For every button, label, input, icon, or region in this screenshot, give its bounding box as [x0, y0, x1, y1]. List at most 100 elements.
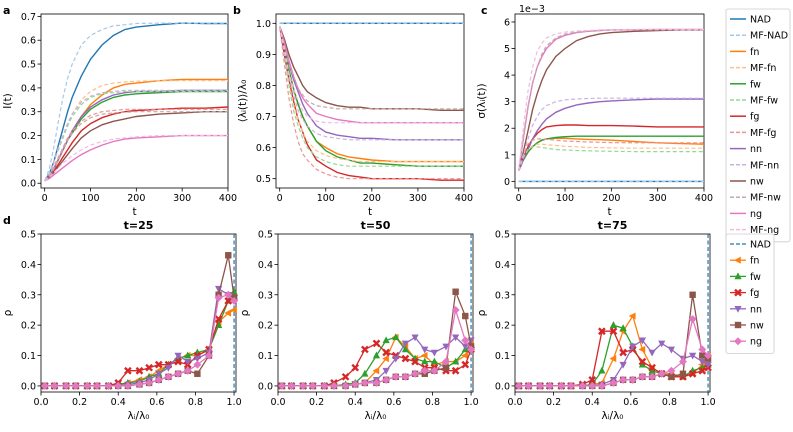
data-point-fw	[382, 336, 390, 344]
data-point-fw	[598, 366, 606, 374]
data-point-ng	[648, 372, 657, 381]
plot-frame	[277, 233, 474, 393]
data-point-fw	[401, 345, 410, 353]
data-point-fg	[145, 363, 153, 372]
data-point-ng	[411, 369, 420, 378]
data-point-ng	[704, 351, 713, 360]
data-point-fg	[382, 348, 390, 357]
panel-c: 0 100 200 300 400 0 1 2 3 4 5 6 t σ(λᵢ(t))	[476, 13, 713, 218]
y-tick-label: 0.3	[21, 107, 36, 118]
x-tick-label: 0.6	[386, 397, 401, 408]
data-point-ng	[441, 357, 450, 366]
legend-label-nw: nw	[750, 321, 764, 332]
y-tick-label: 0.5	[21, 230, 36, 241]
y-axis-label: ρ	[2, 309, 14, 316]
legend-label-mf-nw: MF-nw	[750, 193, 781, 204]
data-point-ng	[62, 381, 71, 390]
series-line-mf-nn	[44, 89, 228, 182]
data-point-nn	[648, 349, 656, 357]
panel-letter-c: c	[481, 4, 488, 17]
data-point-ng	[430, 366, 439, 375]
x-tick-label: 100	[556, 193, 574, 204]
data-point-ng	[401, 372, 410, 381]
legend-marker-nw	[734, 321, 742, 329]
data-point-nn	[193, 355, 201, 363]
x-tick-label: 0.0	[507, 397, 522, 408]
x-tick-label: 100	[317, 193, 335, 204]
y-tick-label: 0.6	[256, 143, 271, 154]
data-point-fg	[341, 372, 350, 381]
series-line-mf-fg	[518, 138, 704, 171]
data-point-nn	[629, 343, 637, 351]
y-tick-label: 1.0	[256, 19, 271, 30]
y-tick-label: 0.2	[258, 321, 273, 332]
data-point-nn	[174, 352, 182, 360]
data-point-ng	[557, 381, 566, 390]
x-tick-label: 0.0	[270, 397, 285, 408]
data-point-nn	[442, 343, 450, 351]
series-line-nw	[518, 294, 709, 387]
data-point-ng	[145, 378, 154, 387]
data-point-ng	[174, 369, 183, 378]
data-point-ng	[308, 381, 317, 390]
y-tick-label: 4	[504, 71, 510, 82]
offset-text-c: 1e−3	[519, 4, 545, 15]
data-point-nn	[658, 340, 666, 348]
data-point-fg	[224, 296, 233, 305]
data-point-nn	[638, 337, 647, 345]
series-line-fg	[44, 106, 229, 182]
data-point-nn	[698, 358, 706, 366]
data-point-fg	[609, 327, 618, 336]
series-line-fw	[518, 135, 704, 171]
data-point-ng	[193, 360, 202, 369]
data-point-nw	[668, 373, 675, 381]
data-point-ng	[183, 366, 192, 375]
data-point-ng	[224, 290, 233, 299]
legend-label-fg: fg	[750, 112, 759, 123]
panel-d-t75: 0.0 0.2 0.4 0.6 0.8 1.0 0.0 0.1 0.2 0.3 0.4 0.5 λᵢ/λ…	[476, 219, 716, 422]
data-point-ng	[71, 381, 80, 390]
x-tick-label: 400	[695, 193, 713, 204]
data-point-nn	[164, 364, 173, 372]
y-axis-label: ρ	[239, 309, 251, 316]
legend-top: NAD MF-NAD fn MF-fn fw MF-fw fg MF-fg nn MF-nn nw M…	[725, 8, 791, 243]
data-point-nw	[679, 370, 687, 377]
panel-letter-a: a	[3, 4, 10, 17]
data-point-nn	[619, 361, 627, 369]
y-tick-label: 0.0	[495, 381, 510, 392]
x-tick-label: 0	[42, 193, 48, 204]
series-line-mf-nn	[279, 26, 464, 141]
series-line-mf-fn	[279, 26, 464, 163]
y-tick-label: 0.5	[258, 230, 273, 241]
data-point-fn	[420, 351, 428, 360]
data-point-ng	[420, 366, 429, 375]
data-point-fw	[452, 357, 460, 365]
data-point-ng	[123, 381, 132, 390]
x-axis-label: λᵢ/λ₀	[601, 410, 623, 422]
y-tick-label: 0.1	[258, 351, 273, 362]
y-axis-label: σ(λᵢ(t))	[476, 83, 488, 118]
y-tick-label: 0.5	[21, 60, 36, 71]
data-point-ng	[50, 381, 59, 390]
legend-label-ng: ng	[750, 337, 762, 348]
legend-marker-fn	[734, 256, 741, 264]
data-point-fn	[382, 354, 389, 363]
x-tick-label: 0.6	[623, 397, 638, 408]
x-tick-label: 0.4	[111, 397, 126, 408]
data-point-ng	[329, 381, 338, 390]
data-point-fw	[609, 321, 618, 328]
x-axis-label: λᵢ/λ₀	[364, 410, 386, 422]
y-tick-label: 0.1	[21, 351, 36, 362]
y-tick-label: 5	[504, 44, 510, 55]
data-point-fg	[688, 369, 697, 378]
data-point-fn	[461, 351, 469, 360]
x-tick-label: 0.8	[425, 397, 440, 408]
panel-title: t=75	[598, 219, 628, 232]
legend-label-mf-nad: MF-NAD	[750, 31, 788, 42]
y-tick-label: 0.2	[21, 321, 36, 332]
data-point-nn	[421, 346, 429, 354]
data-point-fw	[619, 324, 627, 331]
y-axis-label: I(t)	[2, 93, 14, 108]
data-point-nn	[461, 343, 469, 351]
data-point-fw	[648, 366, 656, 374]
